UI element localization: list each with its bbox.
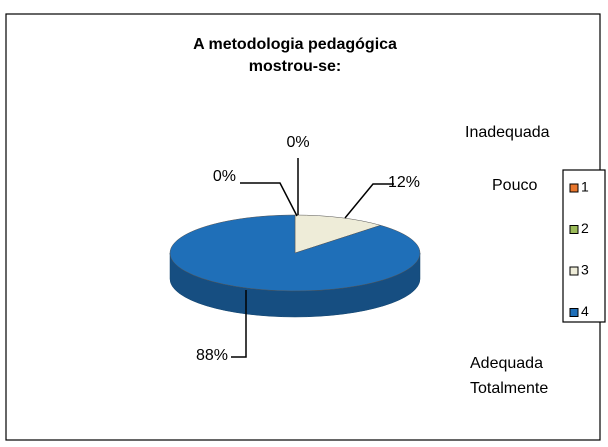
annotation: Totalmente	[470, 380, 548, 397]
annotation: Inadequada	[465, 124, 550, 141]
leader-line	[240, 182, 298, 217]
legend-label: 2	[581, 220, 589, 236]
legend-label: 1	[581, 179, 589, 195]
legend-label: 3	[581, 262, 589, 278]
leader-line	[344, 183, 394, 219]
pie-slice	[169, 214, 421, 292]
data-label: 0%	[286, 134, 309, 151]
legend-label: 4	[581, 303, 589, 319]
legend-swatch	[569, 183, 579, 193]
legend-swatch	[569, 308, 579, 317]
annotation: Pouco	[492, 177, 537, 194]
legend-swatch	[569, 225, 579, 234]
annotation: Adequada	[470, 355, 543, 372]
chart-title: A metodologia pedagógica	[193, 36, 397, 53]
pie-slice	[294, 214, 382, 254]
data-label: 88%	[196, 347, 228, 364]
legend-swatch	[569, 266, 579, 276]
data-label: 12%	[388, 174, 420, 191]
leader-line	[231, 290, 247, 358]
chart-title: mostrou-se:	[249, 58, 341, 75]
legend-box	[562, 169, 606, 323]
data-label: 0%	[213, 168, 236, 185]
